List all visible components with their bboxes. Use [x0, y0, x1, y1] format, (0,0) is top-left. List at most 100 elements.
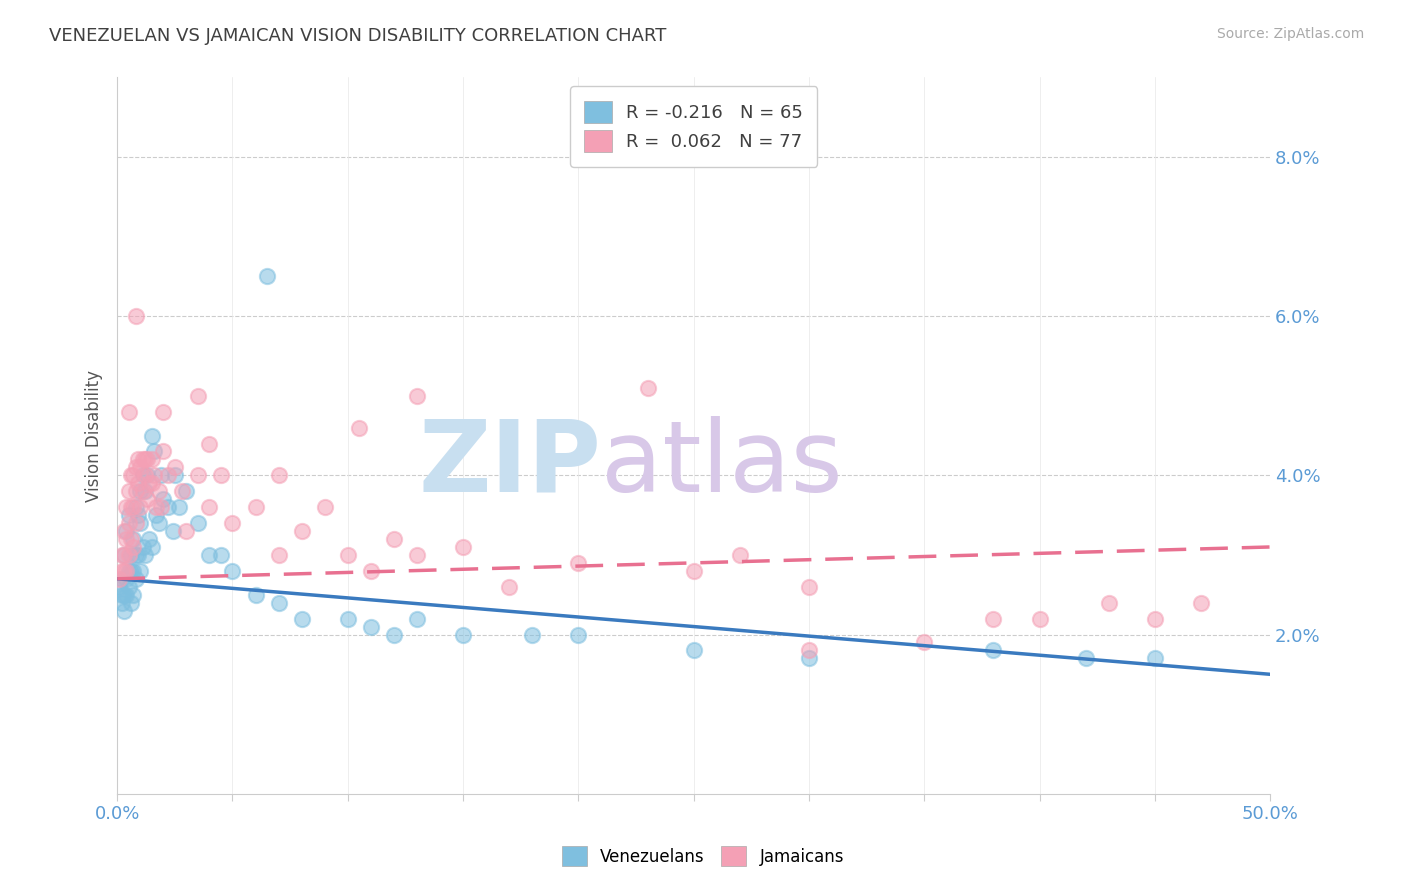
- Point: [124, 309, 146, 323]
- Point: [382, 627, 405, 641]
- Point: [127, 508, 149, 523]
- Y-axis label: Vision Disability: Vision Disability: [86, 369, 103, 501]
- Point: [112, 588, 135, 602]
- Point: [136, 452, 159, 467]
- Point: [134, 452, 156, 467]
- Point: [567, 556, 589, 570]
- Point: [134, 468, 156, 483]
- Point: [498, 580, 520, 594]
- Point: [136, 468, 159, 483]
- Point: [129, 516, 152, 530]
- Point: [406, 389, 429, 403]
- Point: [127, 476, 149, 491]
- Point: [221, 564, 243, 578]
- Point: [112, 564, 135, 578]
- Point: [187, 516, 209, 530]
- Point: [127, 452, 149, 467]
- Point: [118, 548, 141, 562]
- Point: [150, 468, 173, 483]
- Point: [122, 564, 145, 578]
- Point: [209, 468, 232, 483]
- Point: [983, 611, 1005, 625]
- Point: [120, 564, 142, 578]
- Point: [138, 476, 160, 491]
- Point: [1028, 611, 1050, 625]
- Point: [141, 452, 163, 467]
- Point: [522, 627, 544, 641]
- Point: [127, 548, 149, 562]
- Point: [115, 588, 138, 602]
- Text: VENEZUELAN VS JAMAICAN VISION DISABILITY CORRELATION CHART: VENEZUELAN VS JAMAICAN VISION DISABILITY…: [49, 27, 666, 45]
- Point: [198, 436, 221, 450]
- Point: [156, 500, 179, 515]
- Point: [382, 532, 405, 546]
- Point: [118, 484, 141, 499]
- Text: ZIP: ZIP: [419, 416, 602, 513]
- Point: [111, 564, 134, 578]
- Point: [138, 532, 160, 546]
- Point: [120, 596, 142, 610]
- Legend: Venezuelans, Jamaicans: Venezuelans, Jamaicans: [554, 838, 852, 875]
- Point: [122, 468, 145, 483]
- Point: [124, 460, 146, 475]
- Point: [145, 500, 167, 515]
- Point: [141, 540, 163, 554]
- Text: atlas: atlas: [602, 416, 844, 513]
- Point: [162, 524, 184, 538]
- Point: [983, 643, 1005, 657]
- Point: [349, 420, 371, 434]
- Point: [291, 524, 314, 538]
- Point: [1098, 596, 1121, 610]
- Point: [131, 452, 153, 467]
- Point: [120, 500, 142, 515]
- Point: [360, 619, 382, 633]
- Point: [156, 468, 179, 483]
- Point: [797, 580, 820, 594]
- Point: [187, 468, 209, 483]
- Point: [198, 500, 221, 515]
- Point: [150, 500, 173, 515]
- Point: [314, 500, 336, 515]
- Point: [912, 635, 935, 649]
- Point: [152, 444, 174, 458]
- Point: [148, 516, 170, 530]
- Point: [152, 405, 174, 419]
- Point: [124, 572, 146, 586]
- Point: [143, 444, 166, 458]
- Point: [245, 500, 267, 515]
- Point: [108, 580, 131, 594]
- Point: [118, 516, 141, 530]
- Point: [567, 627, 589, 641]
- Point: [163, 460, 186, 475]
- Point: [198, 548, 221, 562]
- Point: [406, 611, 429, 625]
- Point: [120, 548, 142, 562]
- Point: [209, 548, 232, 562]
- Point: [115, 564, 138, 578]
- Point: [1143, 611, 1166, 625]
- Point: [141, 476, 163, 491]
- Point: [131, 540, 153, 554]
- Point: [256, 269, 278, 284]
- Point: [797, 651, 820, 665]
- Legend: R = -0.216   N = 65, R =  0.062   N = 77: R = -0.216 N = 65, R = 0.062 N = 77: [569, 87, 817, 167]
- Point: [163, 468, 186, 483]
- Point: [245, 588, 267, 602]
- Point: [682, 643, 704, 657]
- Point: [112, 604, 135, 618]
- Point: [111, 588, 134, 602]
- Point: [122, 532, 145, 546]
- Point: [451, 540, 474, 554]
- Point: [111, 596, 134, 610]
- Point: [122, 588, 145, 602]
- Point: [267, 468, 290, 483]
- Point: [129, 460, 152, 475]
- Point: [112, 524, 135, 538]
- Point: [728, 548, 751, 562]
- Point: [797, 643, 820, 657]
- Point: [129, 484, 152, 499]
- Point: [120, 468, 142, 483]
- Point: [360, 564, 382, 578]
- Point: [451, 627, 474, 641]
- Point: [112, 548, 135, 562]
